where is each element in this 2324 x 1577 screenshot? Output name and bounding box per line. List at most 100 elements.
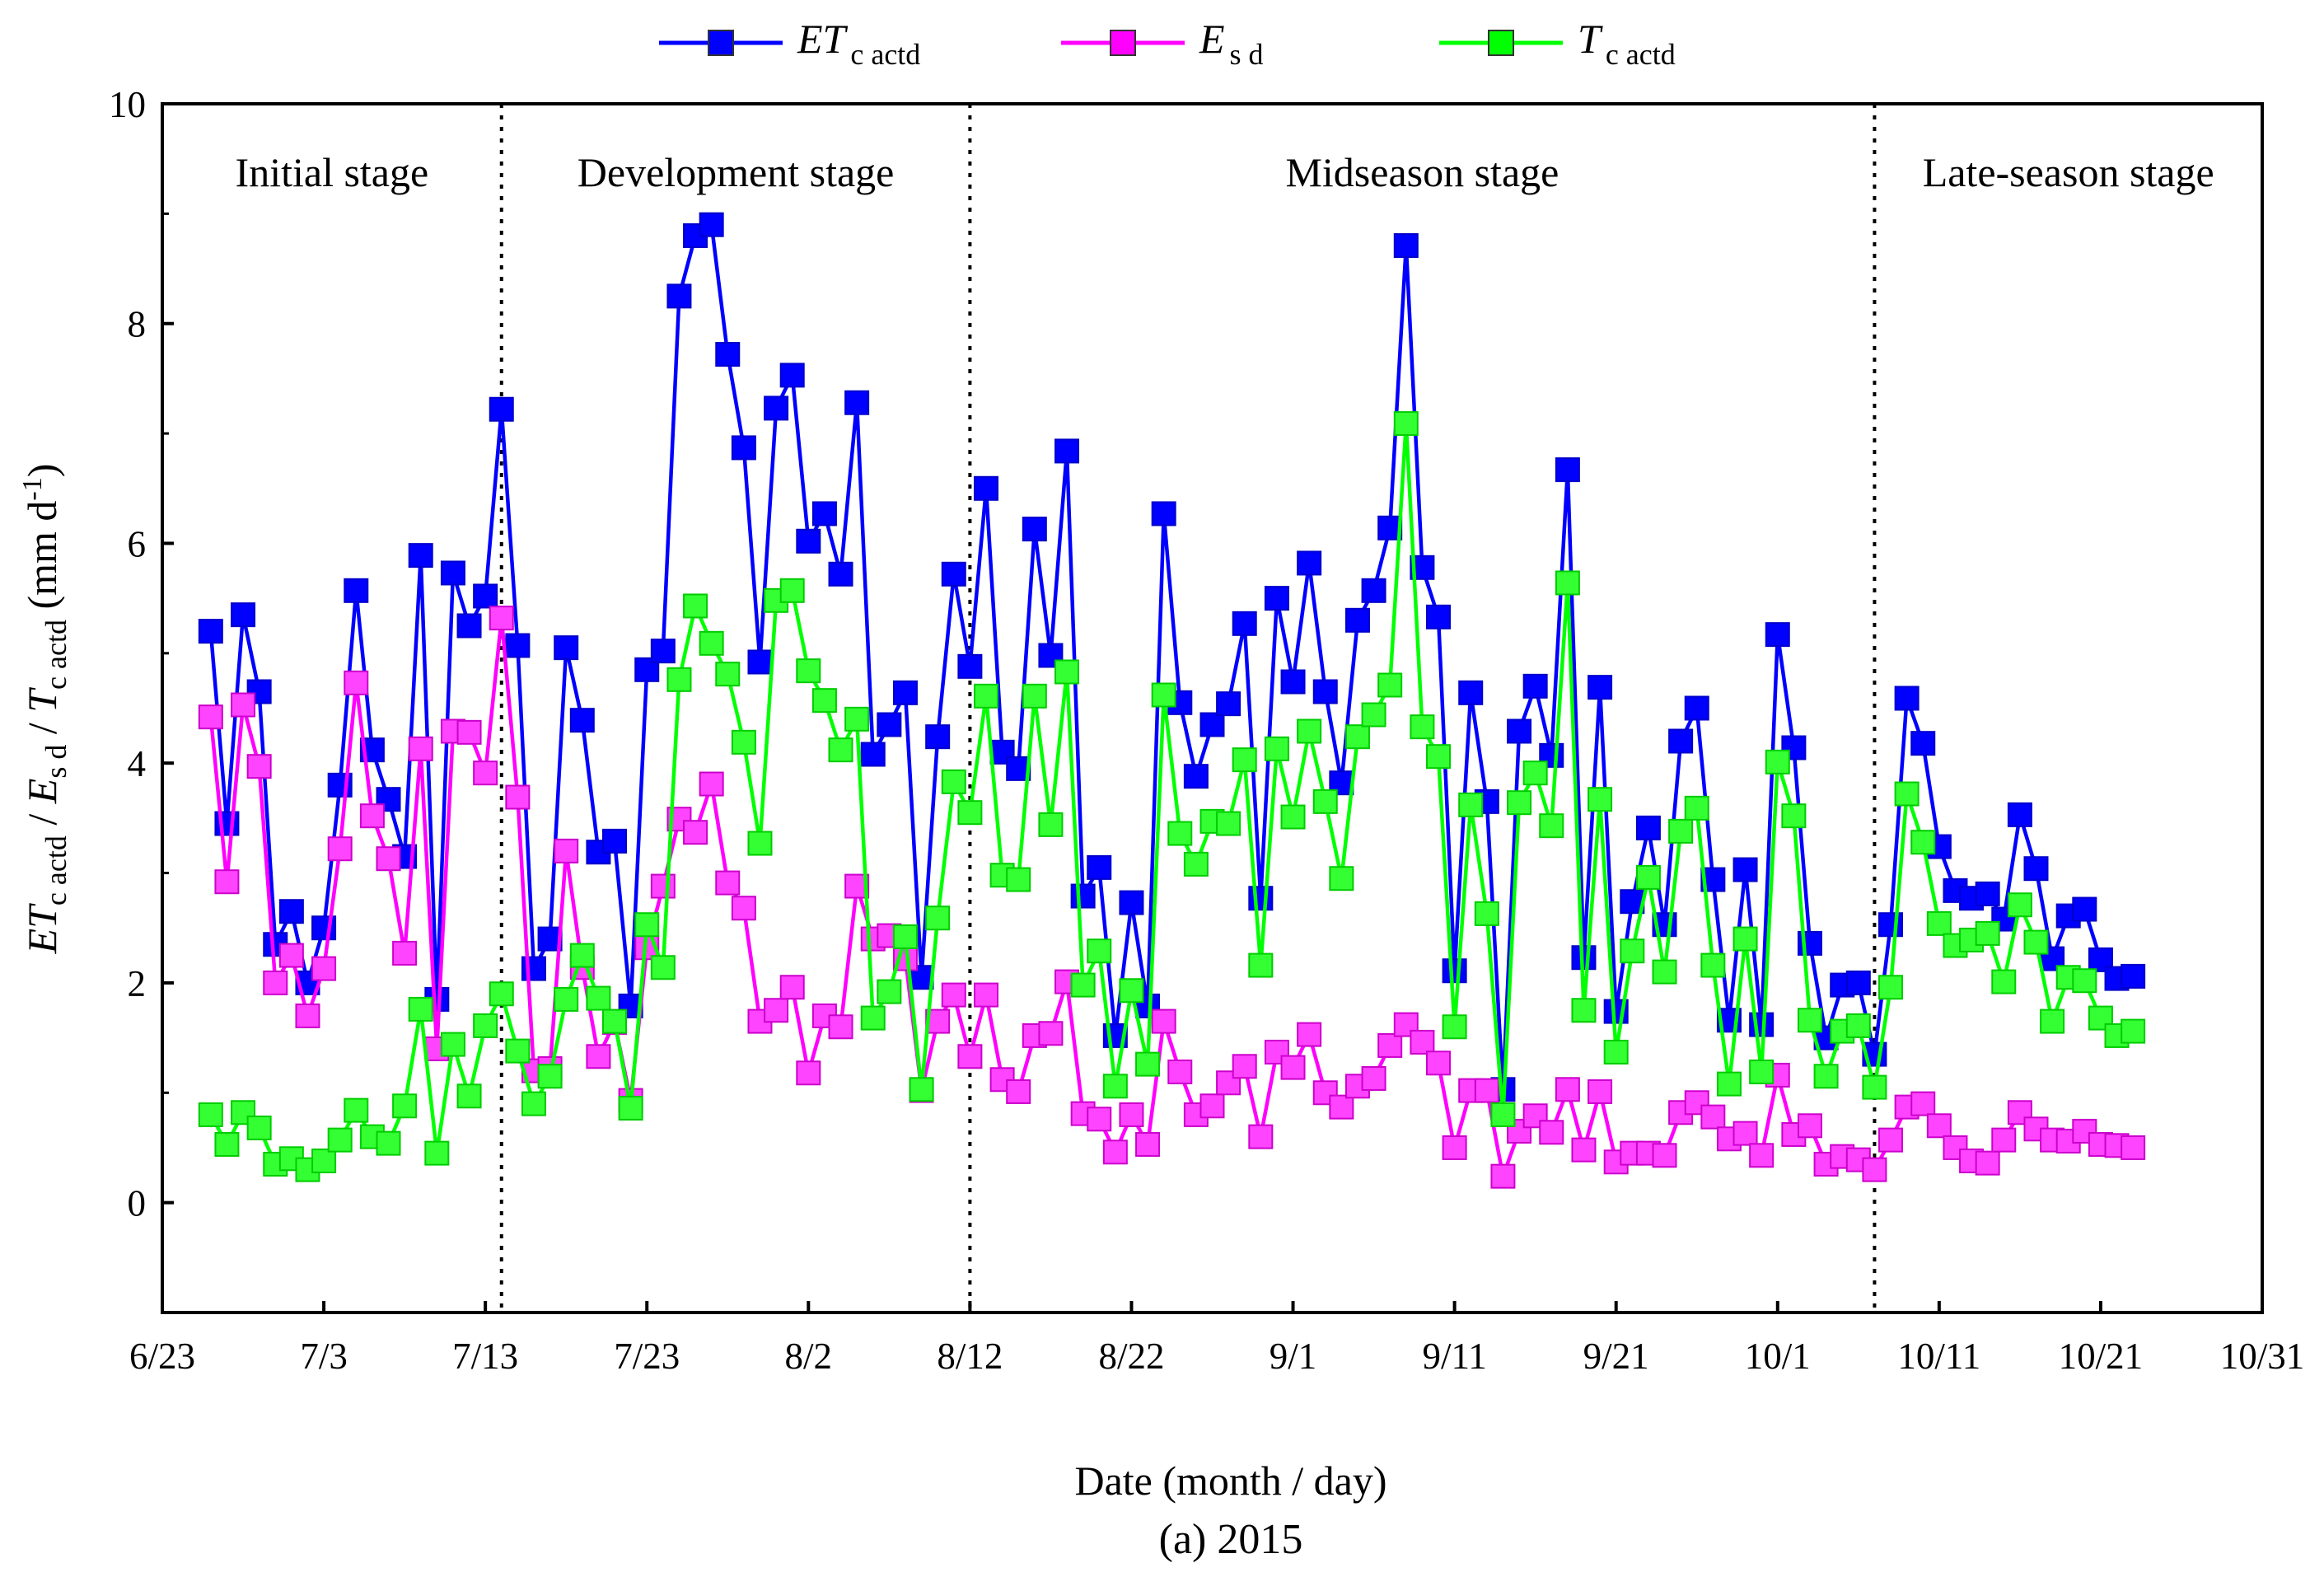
data-point-tc: [376, 1130, 401, 1156]
data-point-tc: [1135, 1051, 1161, 1077]
data-point-esd: [796, 1060, 821, 1086]
plot-area: Initial stage Development stage Midseason …: [161, 102, 2264, 1314]
data-point-tc: [1603, 1039, 1629, 1065]
y-axis-title-part: (mm d: [19, 501, 65, 620]
data-point-tc: [1474, 901, 1499, 926]
data-point-tc: [1635, 864, 1661, 890]
data-point-esd: [554, 838, 579, 863]
data-point-esd: [1700, 1104, 1726, 1130]
data-point-esd: [2121, 1135, 2146, 1160]
data-point-esd: [1199, 1093, 1225, 1119]
data-point-tc: [1070, 972, 1096, 998]
data-point-etc: [1732, 857, 1758, 882]
x-tick-label: 7/13: [452, 1336, 518, 1377]
data-point-tc: [925, 905, 951, 931]
data-point-esd: [699, 771, 724, 797]
data-point-etc: [1393, 233, 1419, 259]
data-point-esd: [1442, 1135, 1467, 1160]
data-point-etc: [456, 613, 482, 639]
data-point-etc: [666, 283, 692, 309]
data-point-tc: [1571, 998, 1597, 1023]
data-point-esd: [1280, 1055, 1306, 1080]
data-point-tc: [1216, 811, 1241, 836]
data-point-tc: [1426, 744, 1452, 770]
data-point-etc: [1054, 438, 1080, 464]
x-tick-label: 7/23: [614, 1336, 680, 1377]
legend-label-sub: c actd: [850, 38, 920, 71]
data-point-esd: [1539, 1120, 1564, 1145]
data-point-tc: [344, 1097, 369, 1123]
data-point-esd: [1684, 1090, 1709, 1116]
data-point-etc: [1232, 611, 1257, 636]
y-axis-title-part: T: [19, 687, 65, 713]
x-tick-label: 10/1: [1745, 1336, 1811, 1377]
data-point-etc: [1684, 695, 1709, 721]
y-tick-label: 0: [128, 1183, 147, 1224]
data-point-tc: [1087, 938, 1112, 964]
plot-frame: [161, 102, 2264, 1314]
data-point-etc: [1442, 958, 1467, 984]
data-point-tc: [1894, 781, 1920, 807]
data-point-tc: [1749, 1059, 1775, 1084]
data-point-etc: [1248, 886, 1274, 911]
data-point-etc: [1571, 945, 1597, 971]
data-point-etc: [925, 724, 951, 750]
data-point-tc: [505, 1038, 531, 1064]
data-point-tc: [683, 593, 708, 619]
data-point-tc: [1652, 959, 1677, 985]
data-point-esd: [473, 760, 498, 786]
data-point-etc: [2007, 802, 2032, 827]
data-point-etc: [1894, 686, 1920, 711]
data-point-esd: [408, 736, 433, 761]
data-point-esd: [1151, 1008, 1176, 1034]
data-point-tc: [1878, 975, 1904, 1000]
data-point-esd: [456, 719, 482, 745]
data-point-tc: [214, 1131, 240, 1157]
y-axis-title-part: c actd: [40, 835, 72, 905]
legend-marker: [708, 30, 734, 56]
data-point-tc: [1781, 803, 1807, 829]
data-point-esd: [586, 1044, 611, 1069]
data-point-esd: [327, 836, 353, 862]
data-point-tc: [796, 658, 821, 684]
data-point-etc: [1151, 501, 1176, 526]
data-point-etc: [408, 543, 433, 569]
data-point-tc: [1410, 714, 1435, 740]
data-point-etc: [344, 578, 369, 603]
y-axis-title-part: /: [19, 803, 65, 835]
y-axis-title-part: -1: [17, 477, 48, 500]
data-point-esd: [392, 940, 418, 966]
data-point-tc: [1507, 790, 1532, 816]
data-point-tc: [440, 1032, 465, 1057]
data-point-etc: [1038, 643, 1064, 668]
legend-label: ET c actd: [797, 16, 920, 71]
y-tick-label: 4: [128, 743, 147, 784]
data-point-tc: [392, 1093, 418, 1119]
data-point-tc: [1264, 736, 1289, 761]
data-point-esd: [941, 982, 966, 1008]
data-point-etc: [796, 528, 821, 554]
data-point-tc: [1442, 1014, 1467, 1040]
data-point-tc: [1539, 813, 1564, 839]
data-point-tc: [877, 979, 902, 1004]
data-point-etc: [941, 561, 966, 587]
data-point-tc: [456, 1083, 482, 1109]
data-point-esd: [650, 873, 676, 899]
data-point-esd: [731, 896, 756, 921]
data-point-etc: [1588, 675, 1613, 700]
data-point-tc: [1297, 718, 1322, 744]
data-point-etc: [231, 602, 256, 628]
data-point-esd: [1878, 1127, 1904, 1153]
data-point-tc: [327, 1127, 353, 1153]
data-point-etc: [1426, 604, 1452, 629]
x-axis: 6/23 7/3 7/13 7/23 8/2 8/12 8/22 9/1 9/11 9/21 10/…: [129, 1301, 2304, 1377]
y-axis: 0 2 4 6 8 10: [109, 84, 174, 1314]
data-point-esd: [1749, 1143, 1775, 1168]
data-point-esd: [295, 1003, 320, 1028]
data-point-esd: [1377, 1032, 1403, 1058]
data-point-esd: [1652, 1143, 1677, 1168]
data-point-esd: [1991, 1127, 2017, 1153]
data-point-etc: [1119, 890, 1144, 915]
data-point-tc: [602, 1008, 628, 1034]
data-point-tc: [1765, 749, 1790, 774]
